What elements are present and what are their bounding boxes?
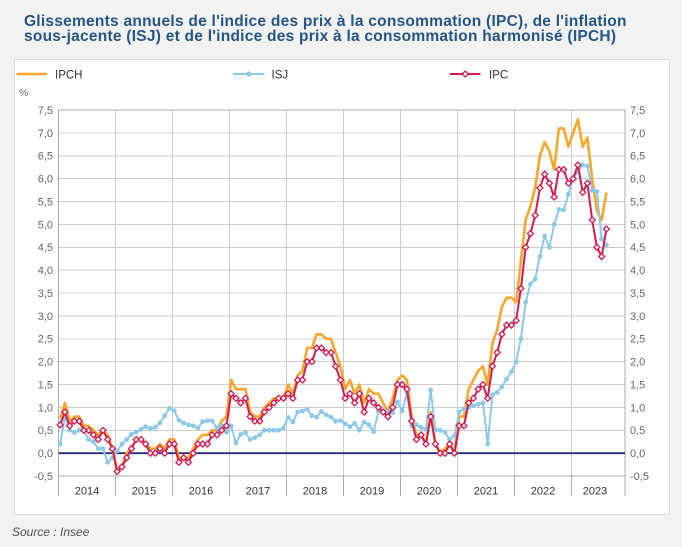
svg-text:2,5: 2,5 (630, 334, 645, 346)
svg-text:3,5: 3,5 (38, 288, 53, 300)
svg-text:3,5: 3,5 (630, 288, 645, 300)
svg-text:6,0: 6,0 (38, 174, 53, 186)
svg-text:0,5: 0,5 (630, 425, 645, 437)
svg-text:6,5: 6,5 (630, 151, 645, 163)
svg-text:-0,5: -0,5 (34, 471, 53, 483)
svg-text:-0,5: -0,5 (630, 471, 649, 483)
svg-text:IPC: IPC (489, 70, 508, 82)
svg-text:5,5: 5,5 (38, 197, 53, 209)
svg-text:1,5: 1,5 (630, 380, 645, 392)
svg-text:1,0: 1,0 (38, 402, 53, 414)
svg-text:2,5: 2,5 (38, 334, 53, 346)
svg-text:6,0: 6,0 (630, 174, 645, 186)
svg-text:2020: 2020 (417, 485, 441, 497)
svg-text:0,0: 0,0 (38, 448, 53, 460)
svg-text:2014: 2014 (75, 485, 99, 497)
svg-text:2019: 2019 (360, 485, 384, 497)
svg-text:4,0: 4,0 (630, 265, 645, 277)
svg-text:4,5: 4,5 (630, 242, 645, 254)
svg-text:2016: 2016 (189, 485, 213, 497)
svg-text:%: % (19, 87, 28, 99)
svg-text:ISJ: ISJ (272, 70, 289, 82)
svg-text:5,0: 5,0 (38, 219, 53, 231)
svg-text:1,5: 1,5 (38, 380, 53, 392)
svg-text:2018: 2018 (303, 485, 327, 497)
svg-text:3,0: 3,0 (630, 311, 645, 323)
svg-text:2021: 2021 (474, 485, 498, 497)
svg-text:2017: 2017 (246, 485, 270, 497)
svg-text:2022: 2022 (531, 485, 555, 497)
svg-text:7,5: 7,5 (38, 105, 53, 117)
svg-text:6,5: 6,5 (38, 151, 53, 163)
svg-text:2015: 2015 (132, 485, 156, 497)
svg-text:0,0: 0,0 (630, 448, 645, 460)
svg-text:2,0: 2,0 (630, 357, 645, 369)
svg-text:IPCH: IPCH (55, 70, 82, 82)
svg-text:4,0: 4,0 (38, 265, 53, 277)
svg-text:5,5: 5,5 (630, 197, 645, 209)
svg-text:3,0: 3,0 (38, 311, 53, 323)
svg-text:7,5: 7,5 (630, 105, 645, 117)
svg-text:2,0: 2,0 (38, 357, 53, 369)
svg-text:5,0: 5,0 (630, 219, 645, 231)
svg-text:2023: 2023 (583, 485, 607, 497)
svg-text:0,5: 0,5 (38, 425, 53, 437)
svg-text:7,0: 7,0 (630, 128, 645, 140)
svg-text:1,0: 1,0 (630, 402, 645, 414)
svg-text:4,5: 4,5 (38, 242, 53, 254)
svg-text:7,0: 7,0 (38, 128, 53, 140)
